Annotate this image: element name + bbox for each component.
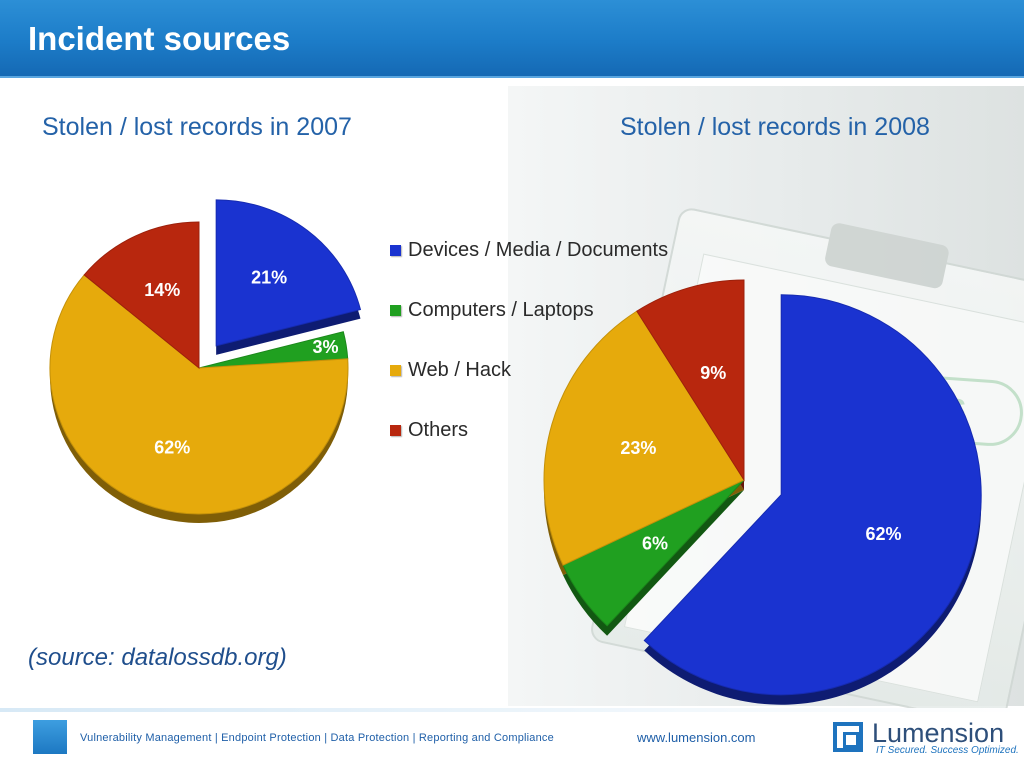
footer-divider bbox=[0, 708, 1024, 712]
chart-2008-title: Stolen / lost records in 2008 bbox=[620, 113, 930, 141]
brand-name: Lumension bbox=[872, 718, 1005, 748]
chart-2007-title: Stolen / lost records in 2007 bbox=[42, 113, 352, 141]
pie-2007-slice-devices bbox=[215, 199, 362, 347]
legend-label-devices: Devices / Media / Documents bbox=[408, 238, 669, 261]
legend-swatch-web bbox=[390, 364, 401, 376]
pie-chart-2007: 21% 3% 62% 14% bbox=[49, 199, 362, 523]
footer-url-link[interactable]: www.lumension.com bbox=[637, 730, 756, 745]
legend-item-computers: Computers / Laptops bbox=[390, 280, 668, 340]
pie-2008-label-others: 9% bbox=[700, 363, 726, 383]
source-note: (source: datalossdb.org) bbox=[28, 644, 287, 671]
chart-legend: Devices / Media / Documents Computers / … bbox=[390, 220, 668, 460]
pie-2007-label-web: 62% bbox=[154, 437, 190, 457]
legend-item-devices: Devices / Media / Documents bbox=[390, 220, 668, 280]
pie-2007-slice-others bbox=[83, 221, 200, 370]
legend-swatch-devices bbox=[390, 244, 401, 256]
pie-2008-label-devices: 62% bbox=[865, 524, 901, 544]
legend-swatch-computers bbox=[390, 304, 401, 316]
pie-2007-label-devices: 21% bbox=[251, 268, 287, 288]
brand-tagline: IT Secured. Success Optimized. bbox=[876, 745, 1019, 756]
legend-item-web: Web / Hack bbox=[390, 340, 668, 400]
pie-2008-label-computers: 6% bbox=[642, 533, 668, 553]
pie-2008-slice-web bbox=[543, 310, 745, 566]
pie-chart-2008: 62% 6% 23% 9% bbox=[543, 279, 982, 705]
lumension-logo-icon bbox=[833, 722, 863, 752]
legend-label-computers: Computers / Laptops bbox=[408, 298, 594, 321]
pie-2008-slice-devices bbox=[643, 294, 982, 696]
legend-swatch-others bbox=[390, 424, 401, 436]
footer-square-icon bbox=[33, 720, 67, 754]
pie-2007-label-computers: 3% bbox=[313, 337, 339, 357]
legend-label-web: Web / Hack bbox=[408, 358, 511, 381]
legend-label-others: Others bbox=[408, 418, 469, 441]
title-bar: Incident sources bbox=[0, 0, 1024, 78]
footer-tagline: Vulnerability Management | Endpoint Prot… bbox=[80, 732, 554, 744]
legend-item-others: Others bbox=[390, 400, 668, 460]
pie-2008-label-web: 23% bbox=[620, 438, 656, 458]
footer: Vulnerability Management | Endpoint Prot… bbox=[0, 708, 1024, 768]
pie-2007-label-others: 14% bbox=[144, 280, 180, 300]
pie-2008-slice-others bbox=[636, 279, 745, 482]
pie-2007-slice-web bbox=[49, 274, 349, 515]
slide-title: Incident sources bbox=[28, 20, 291, 57]
